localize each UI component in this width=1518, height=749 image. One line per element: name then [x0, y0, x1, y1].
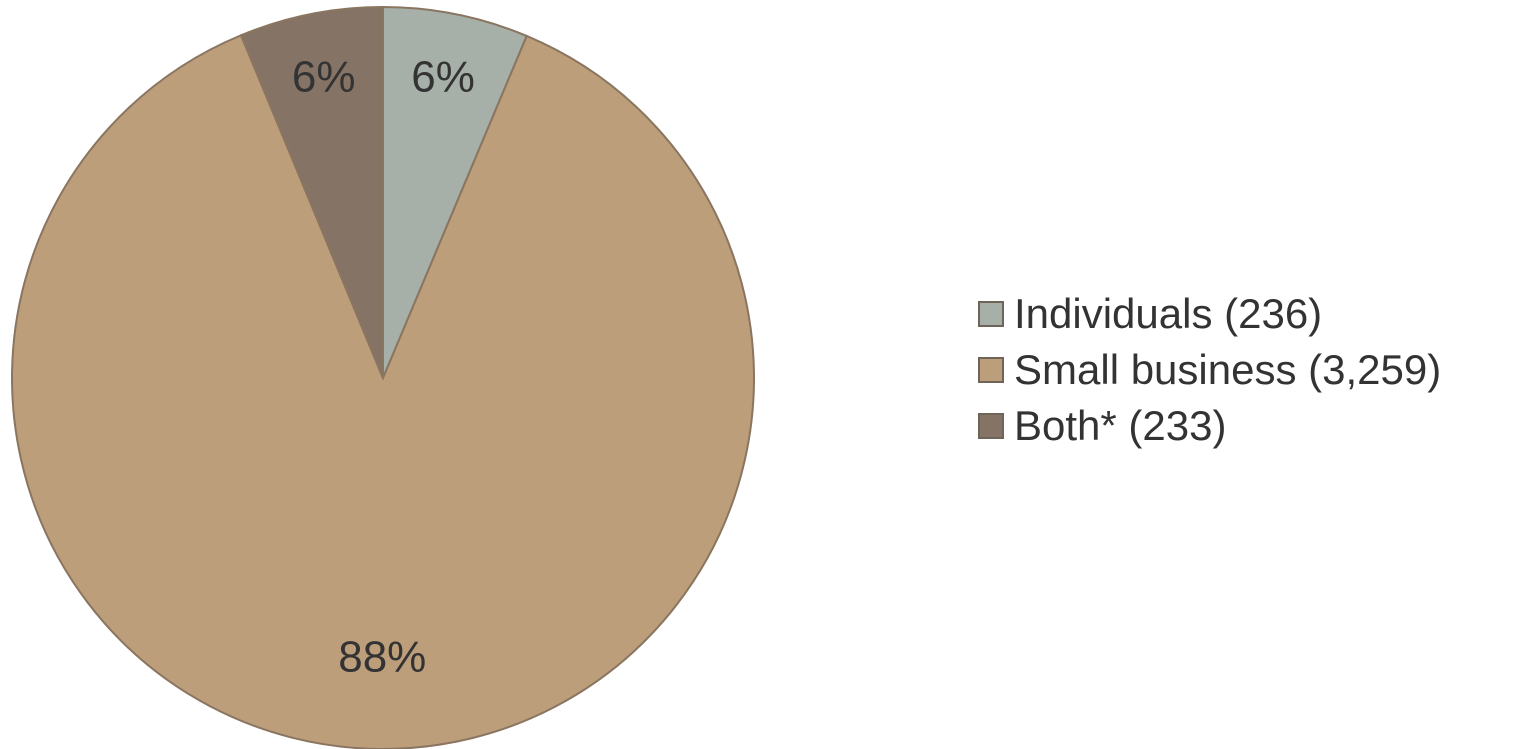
- legend-item-both: Both* (233): [978, 398, 1441, 454]
- pie-slice-labels: 6% 88% 6%: [292, 52, 475, 681]
- legend: Individuals (236) Small business (3,259)…: [978, 286, 1441, 454]
- legend-item-small-business: Small business (3,259): [978, 342, 1441, 398]
- pie-label-individuals: 6%: [411, 52, 475, 101]
- pie-slice-individuals: [382, 5, 529, 379]
- legend-label-both: Both* (233): [1014, 402, 1227, 449]
- legend-swatch-both: [978, 413, 1004, 439]
- pie-label-both: 6%: [292, 52, 356, 101]
- legend-swatch-small-business: [978, 357, 1004, 383]
- legend-item-individuals: Individuals (236): [978, 286, 1441, 342]
- pie-slices: [11, 5, 755, 749]
- legend-swatch-individuals: [978, 301, 1004, 327]
- legend-label-individuals: Individuals (236): [1014, 290, 1323, 337]
- legend-label-small-business: Small business (3,259): [1014, 346, 1442, 393]
- pie-label-small-business: 88%: [338, 633, 426, 682]
- pie-slice-both: [239, 5, 384, 379]
